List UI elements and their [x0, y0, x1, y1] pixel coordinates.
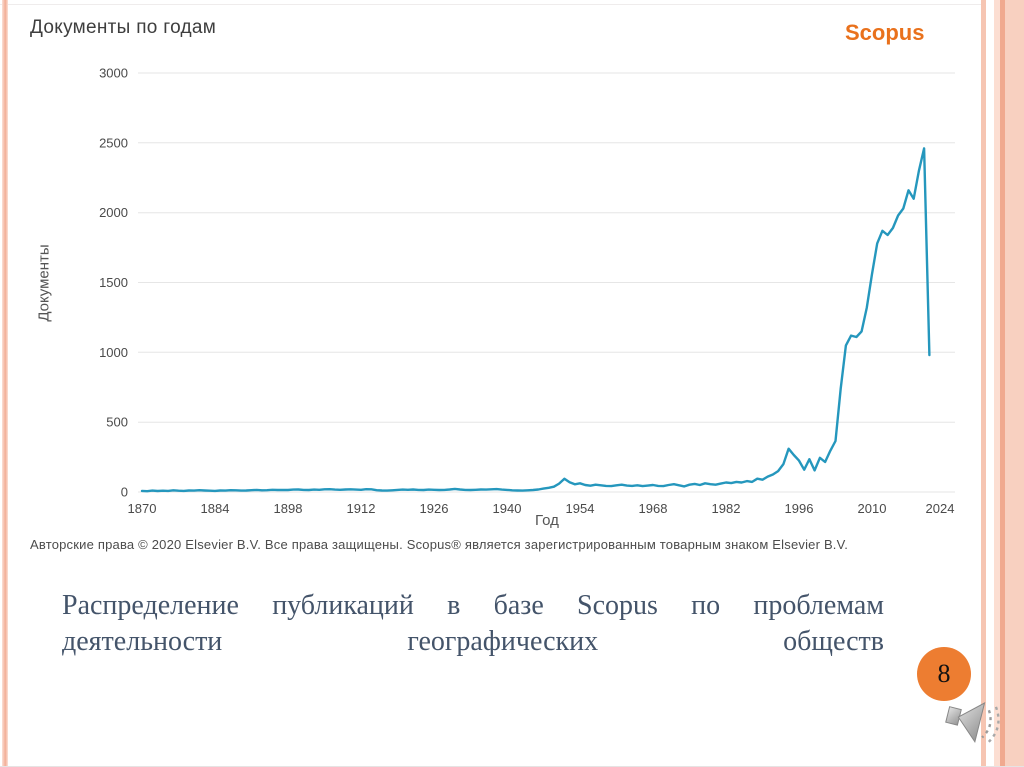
x-tick-label: 1870	[128, 501, 157, 516]
x-tick-label: 1940	[493, 501, 522, 516]
x-tick-label: 1912	[347, 501, 376, 516]
x-tick-label: 1996	[785, 501, 814, 516]
slide-top-edge	[0, 4, 1024, 5]
y-tick-label: 0	[121, 485, 128, 500]
documents-by-year-chart: 0 500 1000 1500 2000 2500 3000 1870 1884 1898 1912…	[99, 66, 955, 516]
x-tick-label: 1884	[201, 501, 230, 516]
x-tick-label: 1898	[274, 501, 303, 516]
y-tick-label: 2000	[99, 205, 128, 220]
x-tick-label: 1968	[639, 501, 668, 516]
x-tick-label: 1926	[420, 501, 449, 516]
copyright-text: Авторские права © 2020 Elsevier B.V. Все…	[30, 537, 849, 552]
scopus-logo: Scopus	[845, 20, 925, 45]
chart-line	[140, 147, 931, 493]
page-number-badge: 8	[917, 647, 971, 701]
slide-caption: Распределение публикаций в базе Scopus п…	[62, 590, 884, 657]
chart-title: Документы по годам	[30, 17, 217, 38]
y-tick-label: 2500	[99, 135, 128, 150]
left-decorative-stripe	[2, 0, 8, 767]
page-number: 8	[937, 659, 951, 688]
x-tick-label: 2024	[926, 501, 955, 516]
y-tick-label: 500	[106, 415, 128, 430]
x-axis-title: Год	[535, 512, 559, 529]
speaker-icon[interactable]	[944, 690, 1006, 750]
x-tick-label: 1954	[566, 501, 595, 516]
y-tick-label: 1500	[99, 275, 128, 290]
y-tick-label: 3000	[99, 66, 128, 81]
x-tick-label: 1982	[712, 501, 741, 516]
right-decorative-band	[981, 0, 1024, 767]
x-tick-label: 2010	[858, 501, 887, 516]
y-tick-label: 1000	[99, 345, 128, 360]
y-axis-title: Документы	[35, 244, 53, 322]
